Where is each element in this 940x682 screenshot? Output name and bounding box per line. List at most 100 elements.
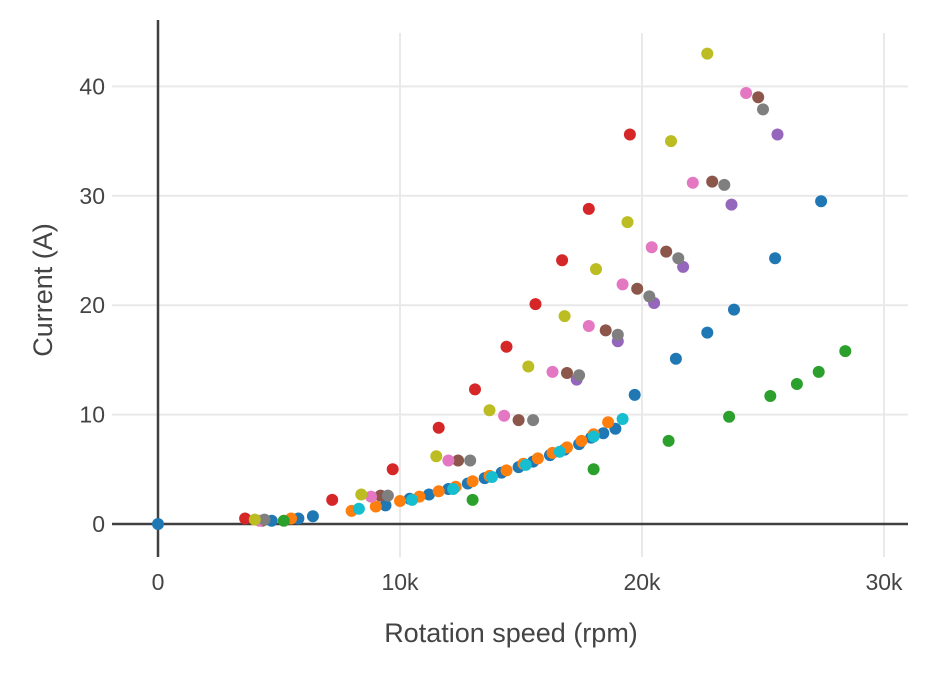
point-brown <box>452 454 465 467</box>
point-olive <box>248 513 261 526</box>
point-olive <box>701 47 714 60</box>
point-gray <box>573 369 586 382</box>
x-tick-label: 30k <box>865 569 903 595</box>
point-cyan <box>486 471 498 483</box>
point-blue <box>597 427 610 440</box>
point-gray <box>757 103 769 116</box>
point-purple <box>725 198 738 211</box>
point-olive <box>483 404 496 417</box>
point-pink <box>740 87 753 99</box>
point-brown <box>752 91 765 104</box>
point-gray <box>718 178 731 191</box>
y-axis-title: Current (A) <box>28 223 58 357</box>
x-axis-title: Rotation speed (rpm) <box>384 618 638 648</box>
point-blue <box>379 499 392 512</box>
point-red <box>432 421 445 434</box>
data-points <box>152 47 852 530</box>
point-pink <box>616 278 629 291</box>
point-brown <box>561 367 573 379</box>
point-red <box>582 202 595 215</box>
point-brown <box>631 282 644 295</box>
point-gray <box>643 290 656 303</box>
point-olive <box>621 216 634 229</box>
point-orange <box>432 485 445 498</box>
point-gray <box>672 252 685 265</box>
point-pink <box>686 176 699 189</box>
point-green <box>812 365 825 378</box>
point-green <box>764 390 777 402</box>
point-red <box>500 340 513 353</box>
point-gray <box>258 513 271 526</box>
point-blue <box>769 252 782 265</box>
point-brown <box>706 175 719 188</box>
point-pink <box>546 365 559 378</box>
series-olive <box>248 47 714 526</box>
point-red <box>386 463 399 476</box>
point-olive <box>430 450 443 463</box>
point-blue <box>815 195 828 208</box>
y-tick-label: 30 <box>79 183 105 209</box>
point-blue <box>152 518 164 530</box>
point-orange <box>500 464 513 477</box>
point-gray <box>464 454 477 467</box>
point-gray <box>381 489 394 502</box>
series-cyan <box>352 413 629 515</box>
point-green <box>723 410 736 423</box>
point-blue <box>306 510 319 523</box>
point-pink <box>498 409 511 422</box>
series-red <box>239 128 636 525</box>
x-tick-label: 20k <box>623 569 661 595</box>
x-tick-label: 0 <box>152 569 165 595</box>
y-tick-labels: 0 10 20 30 40 <box>79 73 105 537</box>
point-green <box>839 345 852 358</box>
point-cyan <box>616 413 629 425</box>
point-green <box>662 434 675 447</box>
point-cyan <box>447 483 460 495</box>
point-brown <box>599 324 612 337</box>
point-red <box>469 383 481 396</box>
point-blue <box>669 352 682 365</box>
point-pink <box>365 490 377 503</box>
point-orange <box>531 452 544 465</box>
y-tick-label: 10 <box>79 402 105 428</box>
point-olive <box>522 360 535 373</box>
point-green <box>790 378 803 390</box>
series-green <box>277 345 852 527</box>
point-cyan <box>519 458 532 471</box>
point-red <box>326 493 339 506</box>
point-blue <box>728 303 740 316</box>
point-brown <box>660 245 673 258</box>
point-green <box>587 463 600 476</box>
y-tick-label: 0 <box>92 511 105 537</box>
point-red <box>556 254 569 267</box>
point-orange <box>466 475 479 488</box>
point-gray <box>527 414 540 427</box>
point-orange <box>575 434 588 447</box>
point-cyan <box>553 445 566 458</box>
point-green <box>466 493 479 506</box>
gridlines <box>112 33 908 557</box>
point-blue <box>628 388 641 401</box>
point-pink <box>582 320 595 332</box>
point-orange <box>394 495 406 507</box>
series-brown <box>256 91 765 527</box>
point-olive <box>558 310 571 323</box>
point-pink <box>442 454 455 467</box>
point-red <box>239 512 252 525</box>
point-cyan <box>406 493 419 506</box>
y-tick-label: 20 <box>79 292 105 318</box>
point-olive <box>355 488 368 501</box>
point-green <box>277 514 290 527</box>
point-red <box>623 128 636 141</box>
point-cyan <box>587 430 600 443</box>
point-red <box>529 298 542 311</box>
x-tick-label: 10k <box>381 569 419 595</box>
series-pink <box>253 87 753 527</box>
series-gray <box>258 103 769 526</box>
point-olive <box>590 263 602 276</box>
point-blue <box>423 488 435 501</box>
axis-zerolines <box>112 20 908 557</box>
x-tick-labels: 0 10k 20k 30k <box>152 569 903 595</box>
